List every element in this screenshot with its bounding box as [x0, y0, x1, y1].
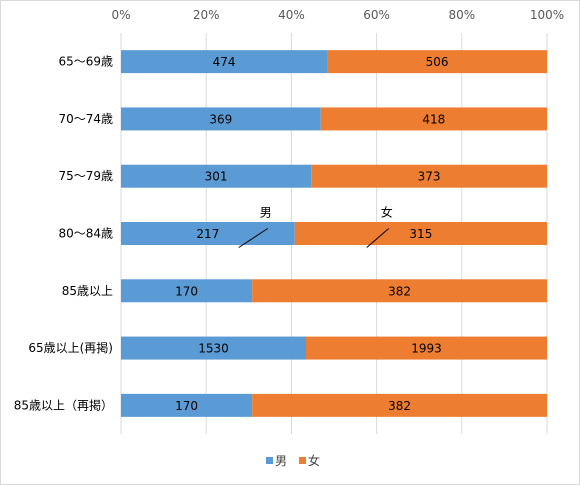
bar-segment	[294, 222, 547, 245]
category-label: 70～74歳	[58, 112, 113, 126]
data-label: 1993	[411, 342, 442, 356]
data-label: 301	[205, 170, 228, 184]
bar-segment	[121, 279, 253, 303]
bar-segment	[327, 50, 547, 74]
legend-label: 女	[308, 453, 320, 468]
annotation-leader-line	[238, 228, 269, 248]
x-tick-label: 80%	[448, 8, 475, 22]
category-label: 85歳以上（再掲）	[14, 397, 113, 412]
x-tick-label: 0%	[111, 8, 130, 22]
x-tick-label: 20%	[193, 8, 220, 22]
annotation-label: 男	[260, 206, 272, 220]
data-label: 382	[388, 399, 411, 413]
annotation-label: 女	[381, 205, 393, 220]
category-label: 85歳以上	[62, 284, 113, 298]
data-label: 474	[213, 55, 236, 69]
bar-segment	[121, 50, 328, 74]
x-tick-label: 60%	[363, 8, 390, 22]
data-label: 506	[426, 55, 449, 69]
category-label: 65歳以上(再掲)	[28, 340, 113, 355]
data-label: 1530	[198, 342, 229, 356]
bar-segment	[121, 107, 321, 131]
data-label: 217	[196, 227, 219, 241]
legend-swatch	[266, 457, 273, 464]
x-tick-label: 40%	[278, 8, 305, 22]
data-label: 373	[418, 170, 441, 184]
bar-segment	[121, 164, 312, 188]
category-label: 80～84歳	[58, 227, 113, 241]
bar-segment	[121, 393, 253, 417]
bar-segment	[121, 336, 307, 360]
x-tick-label: 100%	[530, 8, 564, 22]
bar-segment	[252, 393, 547, 417]
category-label: 65～69歳	[58, 55, 113, 69]
data-label: 170	[175, 284, 198, 298]
data-label: 170	[175, 399, 198, 413]
category-label: 75～79歳	[58, 169, 113, 183]
legend-label: 男	[275, 454, 287, 468]
bar-segment	[306, 336, 547, 360]
bar-segment	[320, 107, 547, 131]
data-label: 369	[209, 112, 232, 126]
data-label: 382	[388, 284, 411, 298]
legend-swatch	[299, 457, 306, 464]
bar-segment	[252, 279, 547, 303]
annotation-leader-line	[366, 228, 390, 248]
bar-segment	[311, 164, 547, 188]
data-label: 315	[409, 227, 432, 241]
data-label: 418	[422, 112, 445, 126]
